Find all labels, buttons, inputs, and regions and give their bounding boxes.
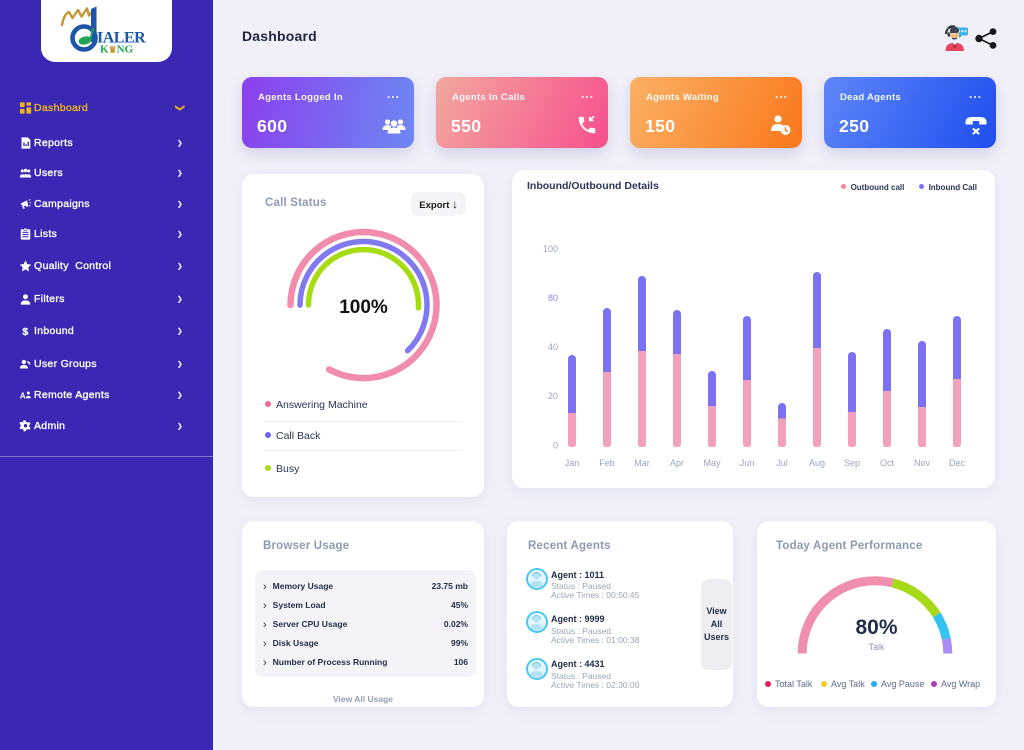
svg-text:Jul: Jul <box>776 458 788 468</box>
svg-text:Feb: Feb <box>599 458 615 468</box>
svg-text:Jun: Jun <box>740 458 755 468</box>
svg-text:Jan: Jan <box>565 458 580 468</box>
svg-text:A: A <box>20 391 26 400</box>
svg-text:Mar: Mar <box>634 458 650 468</box>
svg-text:Sep: Sep <box>844 458 860 468</box>
svg-text:40: 40 <box>548 342 558 352</box>
svg-text:May: May <box>703 458 721 468</box>
svg-text:IALER: IALER <box>97 30 146 47</box>
svg-text:Oct: Oct <box>880 458 895 468</box>
svg-text:K♛NG: K♛NG <box>100 44 134 56</box>
svg-text:20: 20 <box>548 391 558 401</box>
svg-text:80: 80 <box>548 293 558 303</box>
svg-text:0: 0 <box>553 441 558 451</box>
svg-text:Aug: Aug <box>809 458 825 468</box>
svg-text:100: 100 <box>543 244 558 254</box>
svg-text:Nov: Nov <box>914 458 931 468</box>
svg-text:Apr: Apr <box>670 458 684 468</box>
svg-text:Dec: Dec <box>949 458 966 468</box>
